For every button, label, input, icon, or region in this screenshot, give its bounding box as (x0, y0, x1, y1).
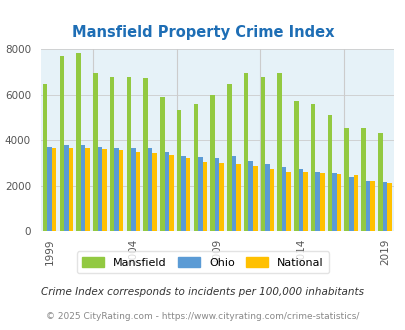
Bar (348, 177, 353, 231)
Bar (152, 153, 157, 231)
Bar (294, 101, 298, 231)
Bar (47, 147, 52, 231)
Bar (386, 183, 390, 231)
Bar (260, 77, 264, 231)
Bar (219, 163, 224, 231)
Bar (98, 147, 102, 231)
Bar (131, 148, 135, 231)
Text: © 2025 CityRating.com - https://www.cityrating.com/crime-statistics/: © 2025 CityRating.com - https://www.city… (46, 312, 359, 321)
Bar (231, 156, 236, 231)
Bar (286, 172, 290, 231)
Bar (202, 162, 207, 231)
Bar (119, 150, 123, 231)
Bar (327, 115, 331, 231)
Bar (193, 104, 198, 231)
Bar (365, 181, 369, 231)
Bar (135, 151, 140, 231)
Bar (331, 173, 336, 231)
Bar (68, 148, 73, 231)
Bar (277, 73, 281, 231)
Bar (248, 161, 252, 231)
Bar (343, 128, 348, 231)
Bar (336, 174, 341, 231)
Text: Crime Index corresponds to incidents per 100,000 inhabitants: Crime Index corresponds to incidents per… (41, 287, 364, 297)
Bar (126, 77, 131, 231)
Legend: Mansfield, Ohio, National: Mansfield, Ohio, National (77, 251, 328, 273)
Bar (298, 169, 303, 231)
Bar (382, 182, 386, 231)
Bar (185, 158, 190, 231)
Bar (198, 157, 202, 231)
Bar (236, 164, 240, 231)
Bar (102, 149, 107, 231)
Bar (303, 172, 307, 231)
Bar (52, 148, 56, 231)
Text: Mansfield Property Crime Index: Mansfield Property Crime Index (72, 25, 333, 41)
Bar (43, 83, 47, 231)
Bar (85, 148, 90, 231)
Bar (353, 176, 357, 231)
Bar (369, 181, 374, 231)
Bar (160, 97, 164, 231)
Bar (377, 133, 382, 231)
Bar (210, 95, 214, 231)
Bar (93, 73, 98, 231)
Bar (143, 78, 147, 231)
Bar (360, 128, 365, 231)
Bar (252, 166, 257, 231)
Bar (281, 167, 286, 231)
Bar (315, 172, 319, 231)
Bar (243, 73, 248, 231)
Bar (114, 148, 119, 231)
Bar (227, 83, 231, 231)
Bar (81, 145, 85, 231)
Bar (310, 104, 315, 231)
Bar (177, 110, 181, 231)
Bar (169, 155, 173, 231)
Bar (110, 77, 114, 231)
Bar (269, 169, 274, 231)
Bar (64, 145, 68, 231)
Bar (147, 148, 152, 231)
Bar (76, 53, 81, 231)
Bar (60, 56, 64, 231)
Bar (214, 158, 219, 231)
Bar (181, 156, 185, 231)
Bar (319, 173, 324, 231)
Bar (264, 164, 269, 231)
Bar (164, 151, 169, 231)
